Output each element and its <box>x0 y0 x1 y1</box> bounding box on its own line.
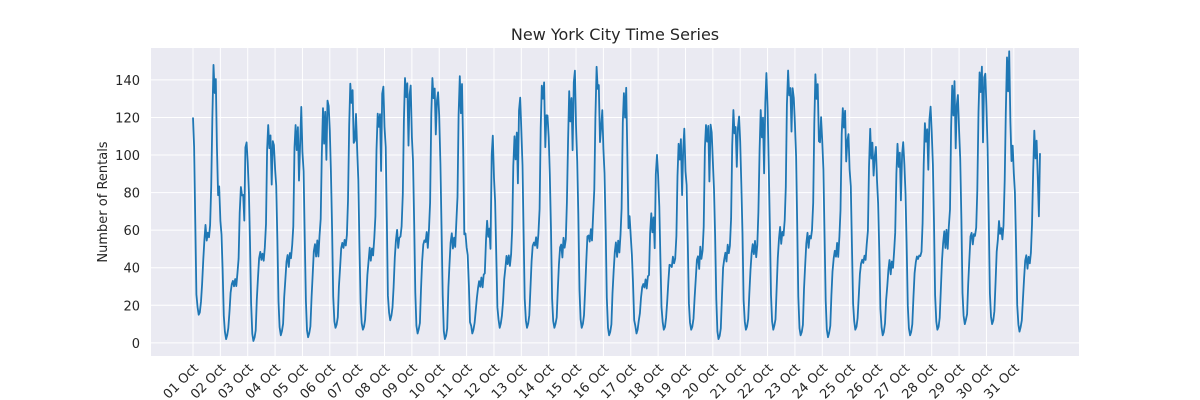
y-tick-label: 100 <box>115 149 140 164</box>
y-tick-label: 120 <box>115 111 140 126</box>
y-tick-label: 40 <box>123 262 140 277</box>
y-tick-label: 20 <box>123 299 140 314</box>
y-tick-label: 60 <box>123 224 140 239</box>
y-axis-label: Number of Rentals <box>96 141 111 262</box>
y-axis-ticks: 0 20 40 60 80 100 120 140 <box>115 74 140 352</box>
chart-title: New York City Time Series <box>511 25 719 44</box>
y-tick-label: 140 <box>115 74 140 89</box>
y-tick-label: 0 <box>132 337 140 352</box>
y-tick-label: 80 <box>123 187 140 202</box>
rentals-series-line <box>192 50 1041 342</box>
